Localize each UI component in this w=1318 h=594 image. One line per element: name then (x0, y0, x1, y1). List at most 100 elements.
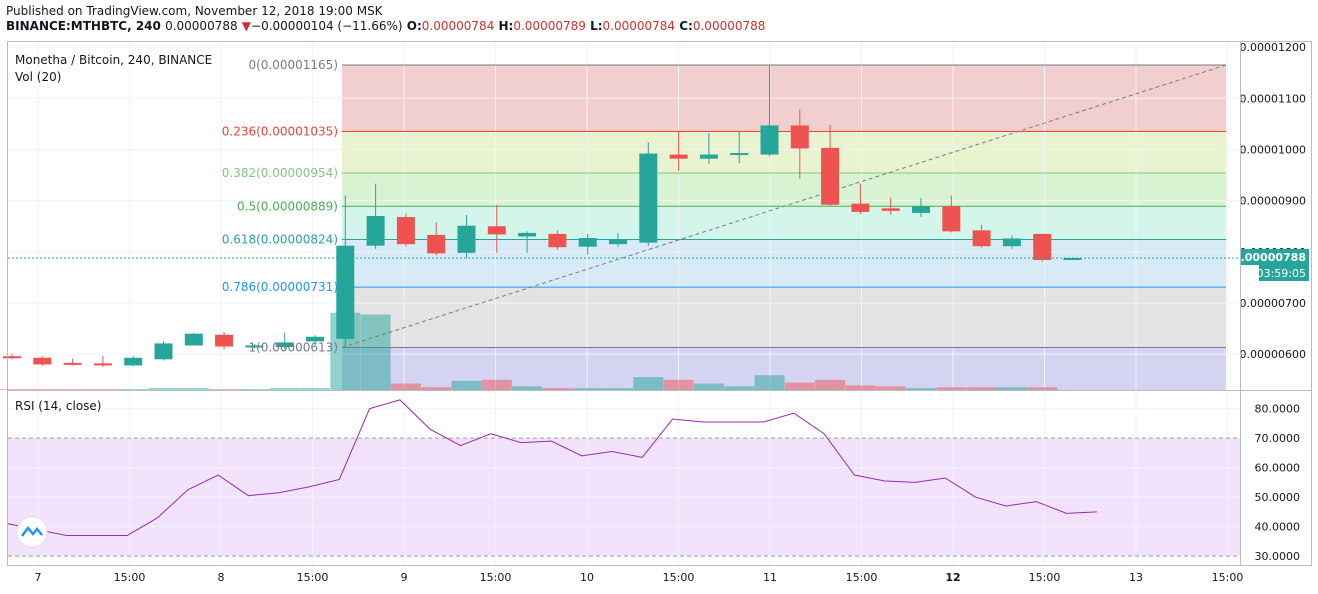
candle-body[interactable] (184, 333, 203, 346)
candle-body[interactable] (3, 356, 21, 359)
rsi-tick-label: 30.0000 (1255, 550, 1301, 563)
price-pane[interactable]: 0(0.00001165) 0.236(0.00001035) 0.382(0.00… (0, 42, 1240, 390)
candle-body[interactable] (942, 206, 961, 232)
volume-bar (360, 314, 391, 390)
time-tick-label: 15:00 (297, 571, 329, 584)
candle-body[interactable] (912, 206, 930, 213)
candle-body[interactable] (760, 125, 779, 155)
candle-body[interactable] (154, 343, 173, 360)
candle-body[interactable] (578, 238, 597, 247)
candle-body[interactable] (1033, 233, 1052, 261)
candle-body[interactable] (972, 230, 991, 247)
volume-bar (815, 379, 846, 390)
fib-level-label: 1(0.00000613) (248, 341, 338, 355)
rsi-pane-border (7, 390, 1312, 566)
rsi-legend[interactable]: RSI (14, close) (15, 399, 101, 413)
volume-bar (239, 389, 270, 390)
volume-bar (542, 388, 573, 390)
time-tick-label: 13 (1129, 571, 1143, 584)
high-label: H: (498, 19, 514, 33)
candle-body[interactable] (124, 357, 143, 366)
candle-body[interactable] (669, 154, 688, 159)
price-axis[interactable]: 0.00001200 0.00001100 0.00001000 0.00000900… (1240, 41, 1306, 361)
volume-bar (118, 389, 149, 390)
time-tick-label: 8 (218, 571, 225, 584)
volume-bar (269, 388, 300, 390)
fib-zone (342, 173, 1226, 207)
candle-body[interactable] (366, 216, 385, 246)
candle-body[interactable] (1002, 238, 1021, 247)
last-price: 0.00000788 (165, 19, 238, 33)
rsi-tick-label: 80.0000 (1255, 403, 1301, 416)
time-tick-label: 9 (401, 571, 408, 584)
candle-body[interactable] (306, 336, 324, 342)
time-tick-label: 15:00 (846, 571, 878, 584)
rsi-pane[interactable]: RSI (14, close) (7, 391, 1240, 565)
candle-body[interactable] (63, 362, 82, 365)
fib-trend-line[interactable] (341, 64, 1227, 348)
candle-body[interactable] (215, 334, 234, 347)
rsi-tick-label: 50.0000 (1255, 491, 1301, 504)
candle-body[interactable] (1063, 257, 1082, 261)
volume-bar (663, 379, 694, 390)
chart-header: Published on TradingView.com, November 1… (6, 4, 765, 34)
candle-body[interactable] (881, 208, 900, 211)
volume-bar (693, 383, 724, 390)
fib-level-label: 0.618(0.00000824) (222, 233, 338, 247)
volume-bar (390, 383, 421, 390)
close-value: 0.00000788 (692, 19, 766, 33)
down-arrow-icon: ▼ (241, 19, 252, 33)
candle-body[interactable] (457, 225, 476, 253)
ohlc-line: BINANCE:MTHBTC, 240 0.00000788 ▼−0.00000… (6, 19, 765, 34)
countdown-badge: 03:59:05 (1257, 265, 1309, 281)
open-value: 0.00000784 (421, 19, 495, 33)
candle-body[interactable] (639, 153, 658, 243)
volume-bar (724, 386, 755, 390)
volume-bar (966, 387, 997, 390)
volume-bar (209, 389, 240, 390)
volume-bar (0, 389, 27, 390)
rsi-axis[interactable]: 80.0000 70.0000 60.0000 50.0000 40.0000 30.00… (1255, 403, 1301, 563)
candle-body[interactable] (275, 342, 294, 348)
candle-body[interactable] (609, 239, 627, 245)
volume-bar (512, 386, 543, 390)
candle-body[interactable] (93, 363, 112, 366)
time-axis[interactable]: 7 15:00 8 15:00 9 15:00 10 15:00 11 15:00 12 15:00 1… (35, 571, 1244, 584)
time-tick-label: 15:00 (1029, 571, 1061, 584)
candle-body[interactable] (245, 345, 264, 348)
price-badge-text: 0.00000788 (1233, 251, 1306, 264)
time-tick-label: 15:00 (114, 571, 146, 584)
candle-body[interactable] (518, 232, 537, 237)
volume-bar (996, 387, 1027, 390)
candle-body[interactable] (851, 203, 870, 212)
symbol-label: BINANCE:MTHBTC, 240 (6, 19, 161, 33)
candle-body[interactable] (427, 234, 446, 254)
volume-bar (27, 389, 58, 390)
candle-body[interactable] (33, 357, 52, 365)
candle-body[interactable] (790, 125, 809, 149)
volume-bar (481, 379, 512, 390)
candle-body[interactable] (396, 217, 415, 245)
fib-level-label: 0.786(0.00000731) (222, 280, 338, 294)
volume-legend[interactable]: Vol (20) (15, 70, 61, 84)
rsi-tick-label: 60.0000 (1255, 462, 1301, 475)
countdown-text: 03:59:05 (1257, 267, 1306, 280)
price-tick-label: 0.00000900 (1240, 195, 1306, 208)
fib-level-label: 0.5(0.00000889) (237, 199, 338, 213)
candle-body[interactable] (821, 147, 840, 205)
symbol-legend[interactable]: Monetha / Bitcoin, 240, BINANCE (15, 53, 212, 67)
candle-body[interactable] (730, 153, 749, 156)
time-tick-label: 11 (763, 571, 777, 584)
candle-body[interactable] (487, 226, 506, 235)
volume-bar (603, 388, 633, 390)
rsi-tick-label: 40.0000 (1255, 521, 1301, 534)
price-tick-label: 0.00001200 (1240, 41, 1306, 54)
volume-bar (451, 380, 482, 390)
fib-level-label: 0.236(0.00001035) (222, 125, 338, 139)
candle-body[interactable] (336, 245, 355, 339)
volume-bar (178, 388, 209, 390)
volume-bar (87, 389, 118, 390)
candle-body[interactable] (699, 154, 718, 159)
candle-body[interactable] (548, 233, 567, 248)
